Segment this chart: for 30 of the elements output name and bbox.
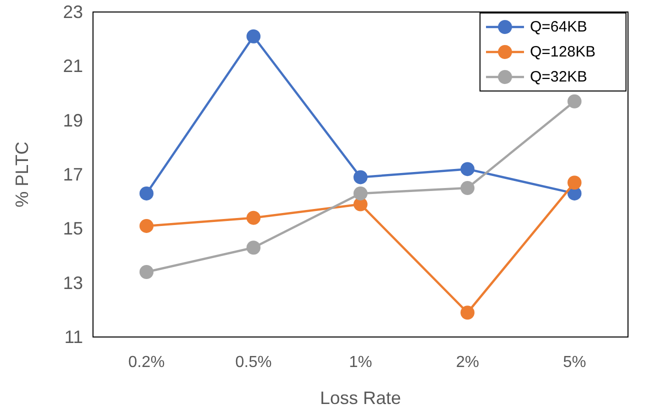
point bbox=[568, 176, 582, 190]
x-tick-label: 2% bbox=[456, 354, 480, 371]
point bbox=[140, 186, 154, 200]
x-tick-label: 0.2% bbox=[128, 354, 165, 371]
point bbox=[246, 29, 260, 44]
y-tick-label: 17 bbox=[62, 164, 83, 184]
y-tick-label: 21 bbox=[62, 56, 83, 76]
point bbox=[460, 181, 474, 196]
point bbox=[460, 306, 474, 320]
x-tick-label: 0.5% bbox=[235, 354, 272, 371]
y-tick-label: 15 bbox=[62, 218, 83, 239]
x-axis-title: Loss Rate bbox=[320, 388, 402, 408]
y-tick-label: 11 bbox=[64, 327, 83, 347]
legend-label: Q=128KB bbox=[530, 44, 596, 60]
y-axis-title: % PLTC bbox=[12, 142, 32, 208]
point bbox=[568, 94, 582, 108]
point bbox=[354, 170, 368, 184]
y-tick-label: 19 bbox=[62, 110, 83, 130]
x-tick-label: 5% bbox=[562, 354, 586, 371]
point bbox=[246, 240, 260, 255]
point bbox=[460, 162, 474, 176]
point bbox=[140, 265, 154, 279]
point bbox=[246, 210, 260, 225]
legend-label: Q=64KB bbox=[530, 18, 588, 36]
y-tick-label: 13 bbox=[62, 272, 83, 293]
x-tick-label: 1% bbox=[348, 354, 372, 371]
point bbox=[140, 218, 154, 233]
y-tick-label: 23 bbox=[62, 2, 83, 22]
point bbox=[354, 186, 368, 200]
legend-label: Q=32KB bbox=[530, 68, 588, 86]
